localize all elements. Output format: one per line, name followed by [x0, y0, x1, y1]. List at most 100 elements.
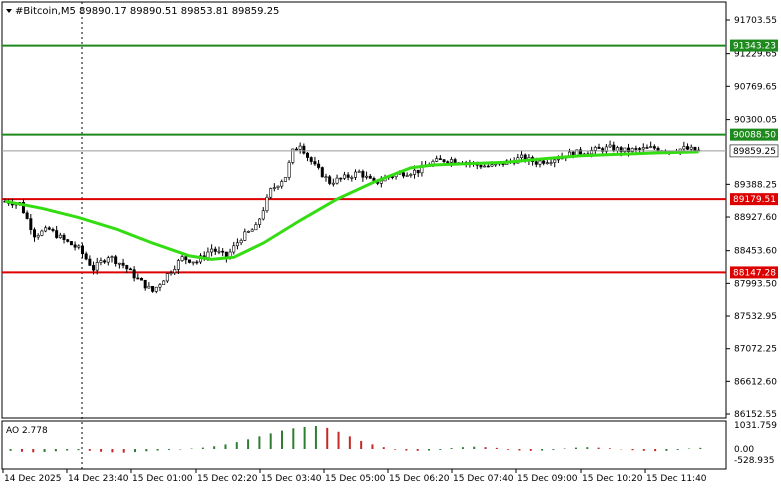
time-tick-label: 15 Dec 11:40 — [646, 474, 707, 484]
bull-candle — [169, 272, 173, 275]
bull-candle — [210, 248, 214, 253]
bull-candle — [77, 245, 81, 248]
bull-candle — [239, 240, 243, 244]
bear-candle — [187, 259, 191, 263]
bear-candle — [401, 172, 405, 177]
bull-candle — [258, 218, 262, 225]
time-tick-label: 15 Dec 02:20 — [197, 474, 258, 484]
bull-candle — [538, 160, 542, 165]
bear-candle — [25, 212, 29, 219]
price-tick-label: 88927.60 — [734, 213, 777, 223]
bull-candle — [353, 171, 357, 178]
bull-candle — [36, 235, 40, 238]
bull-candle — [630, 148, 634, 152]
bull-candle — [604, 146, 608, 152]
bull-candle — [276, 185, 280, 188]
bear-candle — [346, 174, 350, 178]
bear-candle — [184, 256, 188, 261]
bear-candle — [66, 239, 70, 242]
bull-candle — [158, 284, 162, 288]
bull-candle — [117, 262, 121, 265]
bull-candle — [350, 177, 354, 179]
bull-candle — [615, 147, 619, 152]
bear-candle — [686, 146, 690, 150]
time-tick-label: 15 Dec 10:20 — [582, 474, 643, 484]
bull-candle — [298, 145, 302, 150]
level-price-label: 91343.23 — [733, 42, 776, 52]
bear-candle — [114, 256, 118, 264]
time-tick-label: 14 Dec 2025 — [4, 474, 62, 484]
bull-candle — [154, 286, 158, 292]
bear-candle — [453, 159, 457, 164]
bear-candle — [143, 279, 147, 289]
moving-average-line — [4, 150, 699, 261]
bull-candle — [272, 187, 276, 189]
bear-candle — [33, 229, 37, 238]
bear-candle — [80, 245, 84, 255]
bull-candle — [409, 174, 413, 176]
bear-candle — [88, 258, 92, 266]
bull-candle — [206, 251, 210, 258]
level-price-label: 88147.28 — [733, 268, 776, 278]
price-axis: 91703.55 91229.65 90769.65 90300.05 89388.25… — [726, 16, 777, 420]
bull-candle — [250, 229, 254, 232]
bear-candle — [51, 229, 55, 231]
bear-candle — [62, 234, 66, 240]
bull-candle — [247, 231, 251, 233]
ao-scale-label: 1031.759 — [734, 421, 777, 431]
ao-label: AO 2.778 — [6, 426, 48, 436]
bear-candle — [652, 146, 656, 149]
bear-candle — [442, 159, 446, 163]
level-price-label: 89179.51 — [733, 195, 776, 205]
bear-candle — [313, 161, 317, 165]
bear-candle — [103, 260, 107, 263]
bear-candle — [597, 146, 601, 149]
bull-candle — [342, 174, 346, 179]
bear-candle — [213, 248, 217, 252]
bear-candle — [125, 265, 129, 270]
time-tick-label: 15 Dec 06:20 — [389, 474, 450, 484]
price-tick-label: 86152.55 — [734, 410, 777, 420]
bull-candle — [593, 146, 597, 151]
bull-candle — [291, 148, 295, 163]
resistance-level-tag — [730, 39, 778, 52]
bear-candle — [693, 146, 697, 151]
bear-candle — [486, 165, 490, 168]
symbol-dropdown-icon[interactable] — [6, 9, 12, 13]
bull-candle — [106, 257, 110, 263]
bear-candle — [479, 164, 483, 168]
bull-candle — [449, 159, 453, 163]
bull-candle — [191, 261, 195, 264]
bear-candle — [390, 176, 394, 178]
main-plot-frame — [1, 1, 727, 419]
time-tick-label: 15 Dec 07:40 — [453, 474, 514, 484]
bear-candle — [601, 148, 605, 152]
bear-candle — [136, 277, 140, 280]
bull-candle — [641, 147, 645, 150]
bull-candle — [682, 146, 686, 150]
bull-candle — [261, 210, 265, 220]
bear-candle — [306, 152, 310, 158]
current-price-tag — [729, 144, 779, 158]
time-tick-label: 14 Dec 23:40 — [68, 474, 129, 484]
price-tick-label: 87072.25 — [734, 345, 777, 355]
time-tick-label: 15 Dec 03:40 — [261, 474, 322, 484]
support-level-tag — [730, 266, 778, 279]
bear-candle — [542, 160, 546, 164]
bull-candle — [608, 144, 612, 148]
bull-candle — [590, 149, 594, 155]
bull-candle — [265, 196, 269, 212]
bull-candle — [95, 262, 99, 271]
bear-candle — [69, 241, 73, 246]
time-axis: 14 Dec 2025 14 Dec 23:40 15 Dec 01:00 15 De… — [2, 469, 707, 484]
bull-candle — [379, 180, 383, 184]
bull-candle — [235, 242, 239, 247]
bull-candle — [232, 245, 236, 253]
time-tick-label: 15 Dec 05:00 — [325, 474, 386, 484]
bull-candle — [365, 175, 369, 178]
bull-candle — [243, 231, 247, 241]
price-tick-label: 87532.95 — [734, 312, 777, 322]
price-tick-label: 90300.05 — [734, 116, 777, 126]
price-tick-label: 87993.50 — [734, 279, 777, 289]
